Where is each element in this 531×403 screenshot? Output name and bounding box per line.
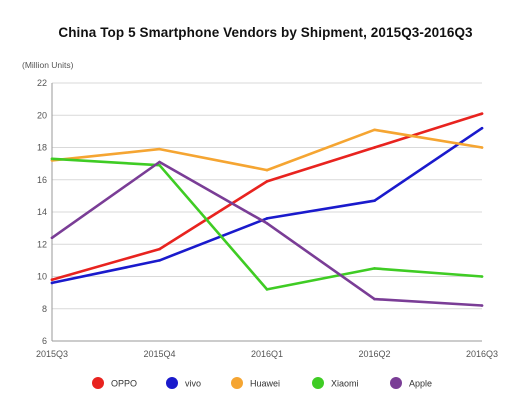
data-point-oppo <box>158 247 161 251</box>
data-point-apple <box>158 160 161 164</box>
data-point-xiaomi <box>480 275 484 278</box>
data-point-huawei <box>265 168 269 172</box>
data-point-xiaomi <box>50 157 54 161</box>
legend-label-huawei: Huawei <box>250 379 280 389</box>
data-point-vivo <box>50 281 54 285</box>
legend-label-oppo: OPPO <box>111 379 137 389</box>
legend-label-apple: Apple <box>409 379 432 389</box>
legend-swatch-vivo <box>166 377 178 389</box>
y-tick-label: 18 <box>37 143 47 153</box>
data-point-vivo <box>265 217 269 220</box>
data-point-vivo <box>158 259 161 262</box>
data-point-xiaomi <box>373 267 376 270</box>
data-point-apple <box>265 221 269 225</box>
y-tick-label: 16 <box>37 175 47 185</box>
data-point-oppo <box>50 278 54 282</box>
legend-swatch-apple <box>390 377 402 389</box>
x-tick-label: 2016Q3 <box>466 349 498 359</box>
data-point-huawei <box>480 146 484 149</box>
data-point-apple <box>373 297 376 301</box>
series-line-apple <box>50 160 484 307</box>
data-point-oppo <box>480 112 484 115</box>
x-tick-label: 2015Q4 <box>143 349 175 359</box>
y-tick-label: 10 <box>37 272 47 282</box>
data-point-vivo <box>480 126 484 130</box>
data-point-vivo <box>373 199 376 203</box>
series-line-oppo <box>50 112 484 282</box>
y-tick-label: 12 <box>37 239 47 249</box>
y-tick-label: 22 <box>37 78 47 88</box>
x-tick-label: 2015Q3 <box>36 349 68 359</box>
data-point-apple <box>480 304 484 307</box>
legend-swatch-xiaomi <box>312 377 324 389</box>
legend-label-vivo: vivo <box>185 379 201 389</box>
data-point-huawei <box>373 128 376 132</box>
legend-swatch-huawei <box>231 377 243 389</box>
data-point-huawei <box>158 147 161 151</box>
data-point-apple <box>50 236 54 240</box>
y-tick-label: 20 <box>37 110 47 120</box>
data-point-xiaomi <box>265 288 269 291</box>
legend-swatch-oppo <box>92 377 104 389</box>
chart-title: China Top 5 Smartphone Vendors by Shipme… <box>58 25 473 40</box>
series-line-vivo <box>50 126 484 285</box>
y-axis-unit-label: (Million Units) <box>22 60 74 70</box>
x-tick-label: 2016Q1 <box>251 349 283 359</box>
x-tick-label: 2016Q2 <box>358 349 390 359</box>
y-tick-label: 6 <box>42 336 47 346</box>
data-point-xiaomi <box>158 163 161 167</box>
data-point-oppo <box>373 146 376 149</box>
data-point-oppo <box>265 180 269 183</box>
y-tick-label: 8 <box>42 304 47 314</box>
legend-label-xiaomi: Xiaomi <box>331 379 359 389</box>
series-line-huawei <box>50 128 484 172</box>
y-tick-label: 14 <box>37 207 47 217</box>
